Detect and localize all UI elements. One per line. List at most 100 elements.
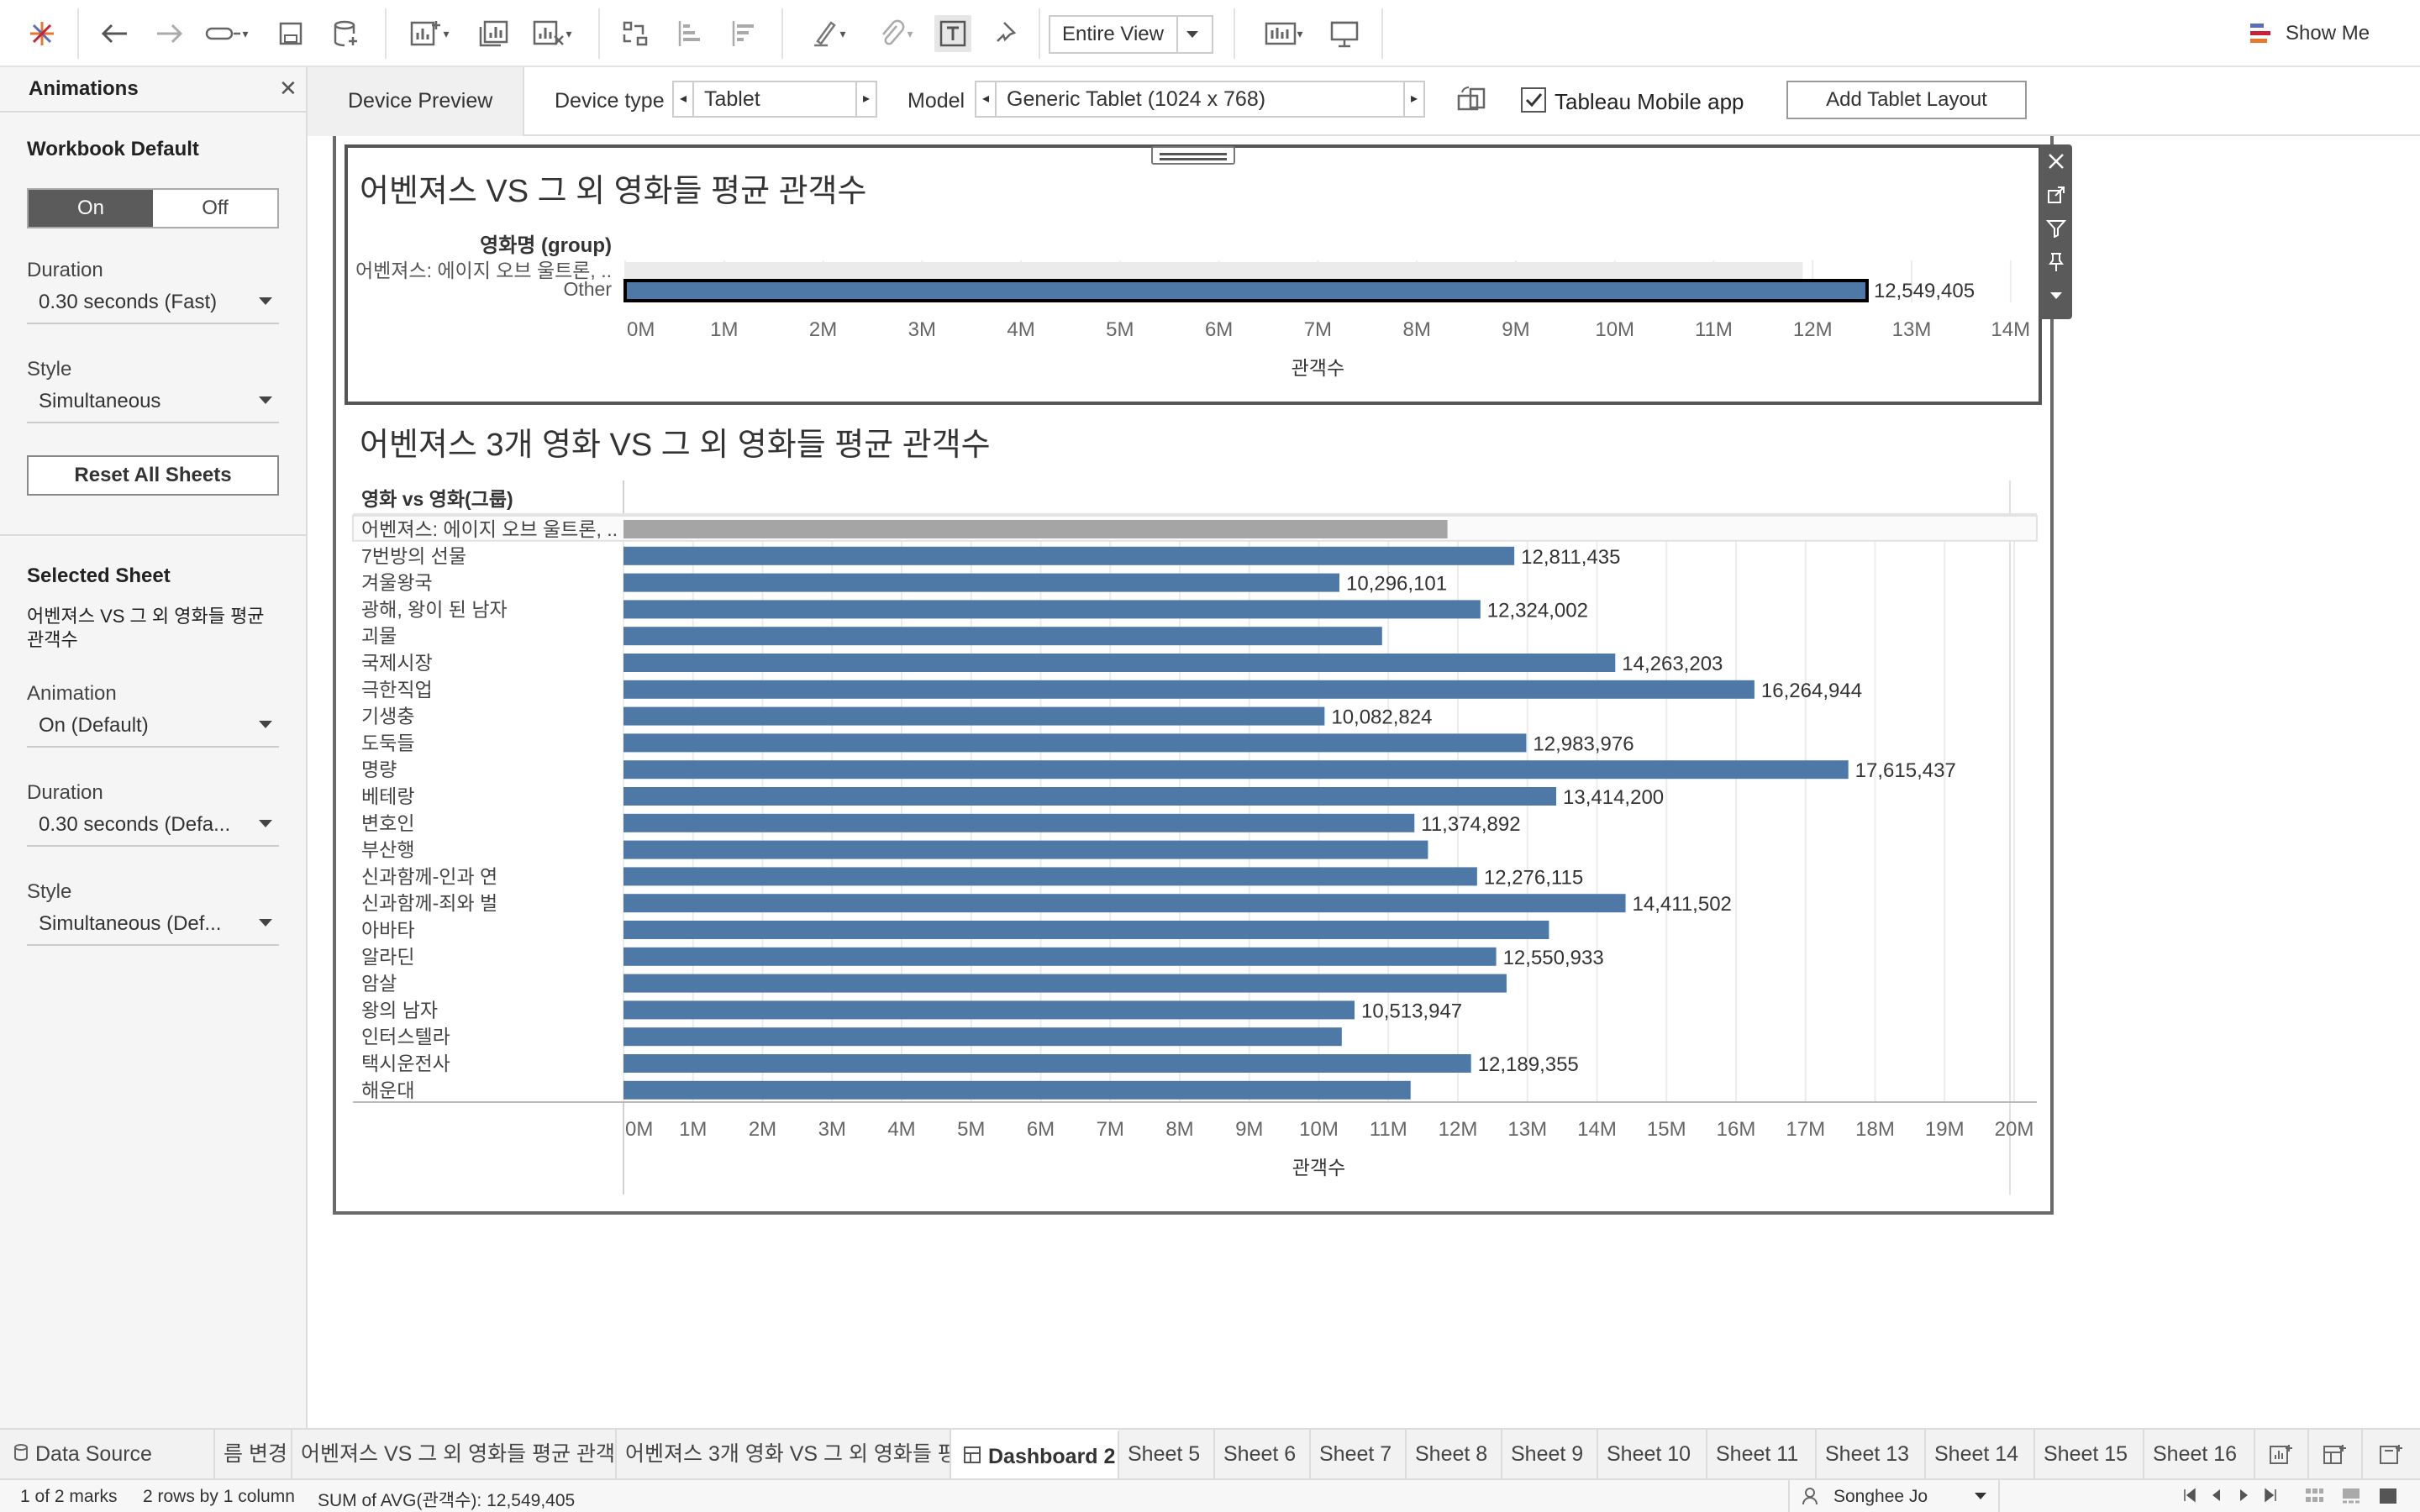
animation-label: Animation (27, 682, 117, 705)
fit-view-dropdown[interactable]: Entire View (1049, 15, 1213, 54)
group-members-icon[interactable]: ▾ (869, 15, 923, 52)
tick-label: 0M (625, 1118, 653, 1141)
device-type-value: Tablet (704, 87, 760, 111)
category-label: 베테랑 (361, 785, 414, 807)
tab-rename-sheet[interactable]: 름 변경 (215, 1430, 292, 1480)
data-label: 14,411,502 (1633, 893, 1732, 916)
pin-icon[interactable] (2040, 245, 2072, 279)
chevron-right-icon[interactable]: ▸ (1403, 82, 1423, 116)
drag-handle[interactable] (1151, 146, 1235, 165)
chevron-left-icon[interactable]: ◂ (976, 82, 997, 116)
tab-sheet-7[interactable]: Sheet 7 (1311, 1430, 1407, 1480)
rotate-device-icon[interactable] (1455, 84, 1489, 118)
tab-sheet-14[interactable]: Sheet 14 (1926, 1430, 2035, 1480)
bar (623, 947, 1497, 966)
tab-sheet-10[interactable]: Sheet 10 (1598, 1430, 1707, 1480)
sheet-duration-value: 0.30 seconds (Defa... (39, 813, 231, 836)
presentation-mode-icon[interactable] (1326, 15, 1363, 52)
toggle-off-button[interactable]: Off (153, 190, 277, 227)
user-icon (1802, 1487, 1818, 1510)
more-options-icon[interactable] (2040, 279, 2072, 312)
device-type-select[interactable]: ◂ Tablet ▸ (672, 81, 877, 118)
main-toolbar: ▾ ▾ ▾ ▾ ▾ Entire View (0, 0, 2420, 67)
tabs-view-icon[interactable] (2378, 1487, 2398, 1510)
sheet-style-dropdown[interactable]: Simultaneous (Def... (27, 907, 279, 946)
bar (623, 600, 1481, 619)
data-label: 10,296,101 (1346, 573, 1447, 596)
sheet-animation-dropdown[interactable]: On (Default) (27, 709, 279, 748)
bar (623, 1080, 1411, 1100)
go-to-sheet-icon[interactable] (2040, 178, 2072, 212)
user-menu[interactable]: Songhee Jo (1788, 1480, 2000, 1512)
highlight-icon[interactable]: ▾ (802, 15, 855, 52)
tab-sheet-avengers-vs-others[interactable]: 어벤져스 VS 그 외 영화들 평균 관객수 (292, 1430, 617, 1480)
tab-data-source[interactable]: Data Source (0, 1430, 215, 1480)
category-label: 극한직업 (361, 679, 433, 701)
first-page-icon[interactable] (2181, 1487, 2198, 1509)
new-worksheet-tab-icon[interactable] (2255, 1430, 2309, 1480)
tick-label: 12M (1793, 318, 1833, 341)
new-worksheet-icon[interactable]: ▾ (400, 15, 459, 52)
new-data-source-icon[interactable] (329, 15, 363, 52)
mobile-app-checkbox[interactable] (1521, 87, 1546, 113)
chevron-left-icon[interactable]: ◂ (674, 82, 694, 116)
tab-sheet-16[interactable]: Sheet 16 (2144, 1430, 2255, 1480)
tick-label: 2M (749, 1118, 776, 1141)
add-tablet-layout-button[interactable]: Add Tablet Layout (1786, 81, 2027, 119)
show-me-label: Show Me (2286, 22, 2370, 45)
close-icon[interactable]: ✕ (279, 76, 297, 101)
save-icon[interactable] (274, 15, 308, 52)
show-mark-labels-icon[interactable] (934, 15, 971, 52)
duplicate-sheet-icon[interactable] (476, 15, 513, 52)
sort-descending-icon[interactable] (726, 15, 763, 52)
use-as-filter-icon[interactable] (2040, 212, 2072, 245)
tab-sheet-11[interactable]: Sheet 11 (1707, 1430, 1817, 1480)
next-page-icon[interactable] (2235, 1487, 2252, 1509)
model-select[interactable]: ◂ Generic Tablet (1024 x 768) ▸ (975, 81, 1425, 118)
bar (625, 262, 1803, 279)
replay-animation-icon[interactable]: ▾ (202, 15, 252, 52)
reset-all-sheets-button[interactable]: Reset All Sheets (27, 455, 279, 496)
tab-dashboard-2[interactable]: Dashboard 2 (951, 1430, 1119, 1480)
filmstrip-icon[interactable] (2341, 1487, 2361, 1510)
bar (623, 840, 1428, 859)
tab-sheet-8[interactable]: Sheet 8 (1407, 1430, 1502, 1480)
duration-dropdown[interactable]: 0.30 seconds (Fast) (27, 286, 279, 324)
remove-sheet-icon[interactable] (2040, 144, 2072, 178)
device-preview-tab[interactable]: Device Preview (308, 67, 524, 136)
style-dropdown[interactable]: Simultaneous (27, 385, 279, 423)
category-label: 국제시장 (361, 652, 433, 674)
tab-sheet-13[interactable]: Sheet 13 (1817, 1430, 1926, 1480)
previous-page-icon[interactable] (2208, 1487, 2225, 1509)
tick-label: 16M (1717, 1118, 1756, 1141)
redo-icon[interactable] (151, 15, 188, 52)
fix-axes-pin-icon[interactable] (988, 15, 1025, 52)
sheet-sorter-icon[interactable] (2304, 1487, 2324, 1510)
tab-sheet-avengers-3-vs-others[interactable]: 어벤져스 3개 영화 VS 그 외 영화들 평... (617, 1430, 951, 1480)
sheet-tabs-bar: Data Source 름 변경 어벤져스 VS 그 외 영화들 평균 관객수 … (0, 1428, 2420, 1480)
clear-sheet-icon[interactable]: ▾ (523, 15, 581, 52)
swap-rows-columns-icon[interactable] (617, 15, 654, 52)
last-page-icon[interactable] (2262, 1487, 2279, 1509)
chevron-down-icon (1975, 1493, 1986, 1499)
tab-sheet-9[interactable]: Sheet 9 (1502, 1430, 1598, 1480)
tab-sheet-5[interactable]: Sheet 5 (1119, 1430, 1215, 1480)
toggle-on-button[interactable]: On (29, 190, 153, 227)
bar (623, 654, 1616, 672)
tab-sheet-15[interactable]: Sheet 15 (2035, 1430, 2144, 1480)
sheet-duration-dropdown[interactable]: 0.30 seconds (Defa... (27, 808, 279, 847)
data-label: 12,276,115 (1484, 866, 1583, 889)
status-bar: 1 of 2 marks 2 rows by 1 column SUM of A… (0, 1478, 2420, 1512)
sort-ascending-icon[interactable] (672, 15, 709, 52)
show-me-button[interactable]: Show Me (2249, 15, 2375, 52)
new-dashboard-tab-icon[interactable] (2309, 1430, 2363, 1480)
chevron-right-icon[interactable]: ▸ (855, 82, 876, 116)
duration-value: 0.30 seconds (Fast) (39, 291, 218, 313)
tableau-logo-icon[interactable] (24, 15, 60, 52)
tab-sheet-6[interactable]: Sheet 6 (1215, 1430, 1311, 1480)
bar (623, 279, 1869, 302)
new-story-tab-icon[interactable] (2363, 1430, 2420, 1480)
show-cards-icon[interactable]: ▾ (1255, 15, 1313, 52)
chevron-down-icon (259, 919, 272, 927)
undo-icon[interactable] (96, 15, 133, 52)
